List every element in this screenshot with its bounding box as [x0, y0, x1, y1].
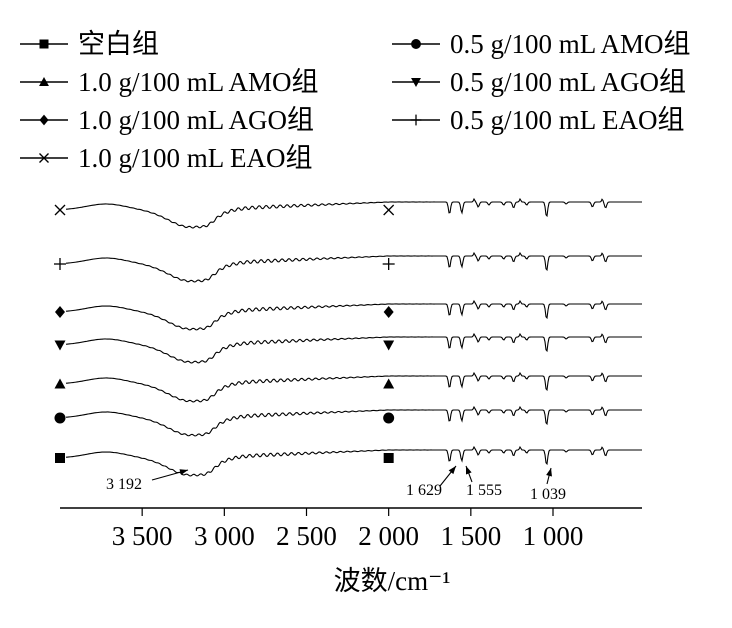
- x-tick-label: 3 000: [194, 521, 255, 551]
- series-marker: [383, 378, 395, 389]
- legend-label: 0.5 g/100 mL AGO组: [450, 67, 686, 97]
- spectrum-line: [65, 251, 642, 283]
- x-axis: 3 500 3 000 2 500 2 000 1 500 1 000: [60, 507, 642, 551]
- series-marker: [383, 306, 394, 318]
- peak-annotations: 3 192 1 629 1 555 1 039: [106, 465, 566, 503]
- series-marker: [55, 306, 65, 318]
- series-0-5-g-100-ml-eao: [54, 251, 642, 283]
- spectrum-line: [65, 405, 642, 437]
- legend-item-7: 1.0 g/100 mL EAO组: [20, 143, 312, 173]
- x-tick-1000: 1 000: [523, 508, 584, 551]
- series-marker: [54, 378, 66, 389]
- series-marker: [383, 412, 395, 424]
- legend-marker: [39, 39, 49, 49]
- legend-label: 0.5 g/100 mL AMO组: [450, 29, 691, 59]
- series-marker: [383, 204, 395, 216]
- annotation-arrowhead: [448, 466, 456, 475]
- legend-marker: [411, 39, 421, 49]
- legend-item-3: 1.0 g/100 mL AMO组: [20, 67, 319, 97]
- legend-label: 1.0 g/100 mL EAO组: [78, 143, 312, 173]
- legend: 空白组 0.5 g/100 mL AMO组 1.0 g/100 mL AMO组 0.5…: [20, 29, 691, 173]
- legend-marker: [39, 77, 49, 87]
- series-: [55, 445, 642, 477]
- x-tick-2500: 2 500: [276, 508, 337, 551]
- x-tick-label: 1 500: [440, 521, 501, 551]
- x-tick-label: 2 000: [358, 521, 419, 551]
- x-tick-label: 3 500: [112, 521, 173, 551]
- spectrum-line: [65, 197, 642, 229]
- spectrum-line: [65, 371, 642, 403]
- annotation-label: 3 192: [106, 476, 142, 493]
- series-marker: [383, 453, 394, 463]
- annotation-arrowhead: [546, 468, 552, 477]
- legend-item-1: 空白组: [20, 29, 159, 59]
- x-tick-label: 1 000: [523, 521, 584, 551]
- x-tick-3500: 3 500: [112, 508, 173, 551]
- legend-label: 1.0 g/100 mL AMO组: [78, 67, 319, 97]
- legend-label: 空白组: [78, 29, 159, 59]
- legend-item-4: 0.5 g/100 mL AGO组: [392, 67, 686, 97]
- series-0-5-g-100-ml-amo: [54, 405, 642, 437]
- legend-marker: [39, 114, 49, 126]
- legend-label: 1.0 g/100 mL AGO组: [78, 105, 314, 135]
- legend-marker: [411, 77, 421, 87]
- annotation-arrowhead: [466, 466, 472, 475]
- x-tick-label: 2 500: [276, 521, 337, 551]
- series-1-0-g-100-ml-eao: [54, 197, 642, 229]
- spectrum-line: [65, 332, 642, 364]
- x-tick-2000: 2 000: [358, 508, 419, 551]
- annotation-1039: 1 039: [530, 467, 566, 503]
- annotation-label: 1 039: [530, 486, 566, 503]
- annotation-1555: 1 555: [465, 465, 502, 499]
- series-marker: [54, 412, 66, 424]
- annotation-1629: 1 629: [406, 465, 457, 499]
- series-marker: [54, 340, 66, 351]
- series-marker: [55, 453, 65, 463]
- legend-item-5: 1.0 g/100 mL AGO组: [20, 105, 314, 135]
- spectrum-line: [65, 299, 642, 331]
- plot-area: 3 192 1 629 1 555 1 039: [54, 197, 642, 503]
- annotation-3192: 3 192: [106, 469, 189, 493]
- annotation-arrowhead: [179, 469, 188, 476]
- legend-label: 0.5 g/100 mL EAO组: [450, 105, 684, 135]
- legend-marker: [39, 153, 49, 163]
- series-marker: [383, 340, 395, 351]
- spectrum-line: [65, 445, 642, 477]
- series-1-0-g-100-ml-ago: [55, 299, 642, 331]
- x-tick-1500: 1 500: [440, 508, 501, 551]
- legend-item-6: 0.5 g/100 mL EAO组: [392, 105, 684, 135]
- legend-item-2: 0.5 g/100 mL AMO组: [392, 29, 691, 59]
- series-marker: [54, 204, 66, 216]
- annotation-label: 1 555: [466, 482, 502, 499]
- annotation-label: 1 629: [406, 482, 442, 499]
- series-1-0-g-100-ml-amo: [54, 371, 642, 403]
- x-axis-label: 波数/cm⁻¹: [334, 566, 451, 596]
- x-tick-3000: 3 000: [194, 508, 255, 551]
- series-0-5-g-100-ml-ago: [54, 332, 642, 364]
